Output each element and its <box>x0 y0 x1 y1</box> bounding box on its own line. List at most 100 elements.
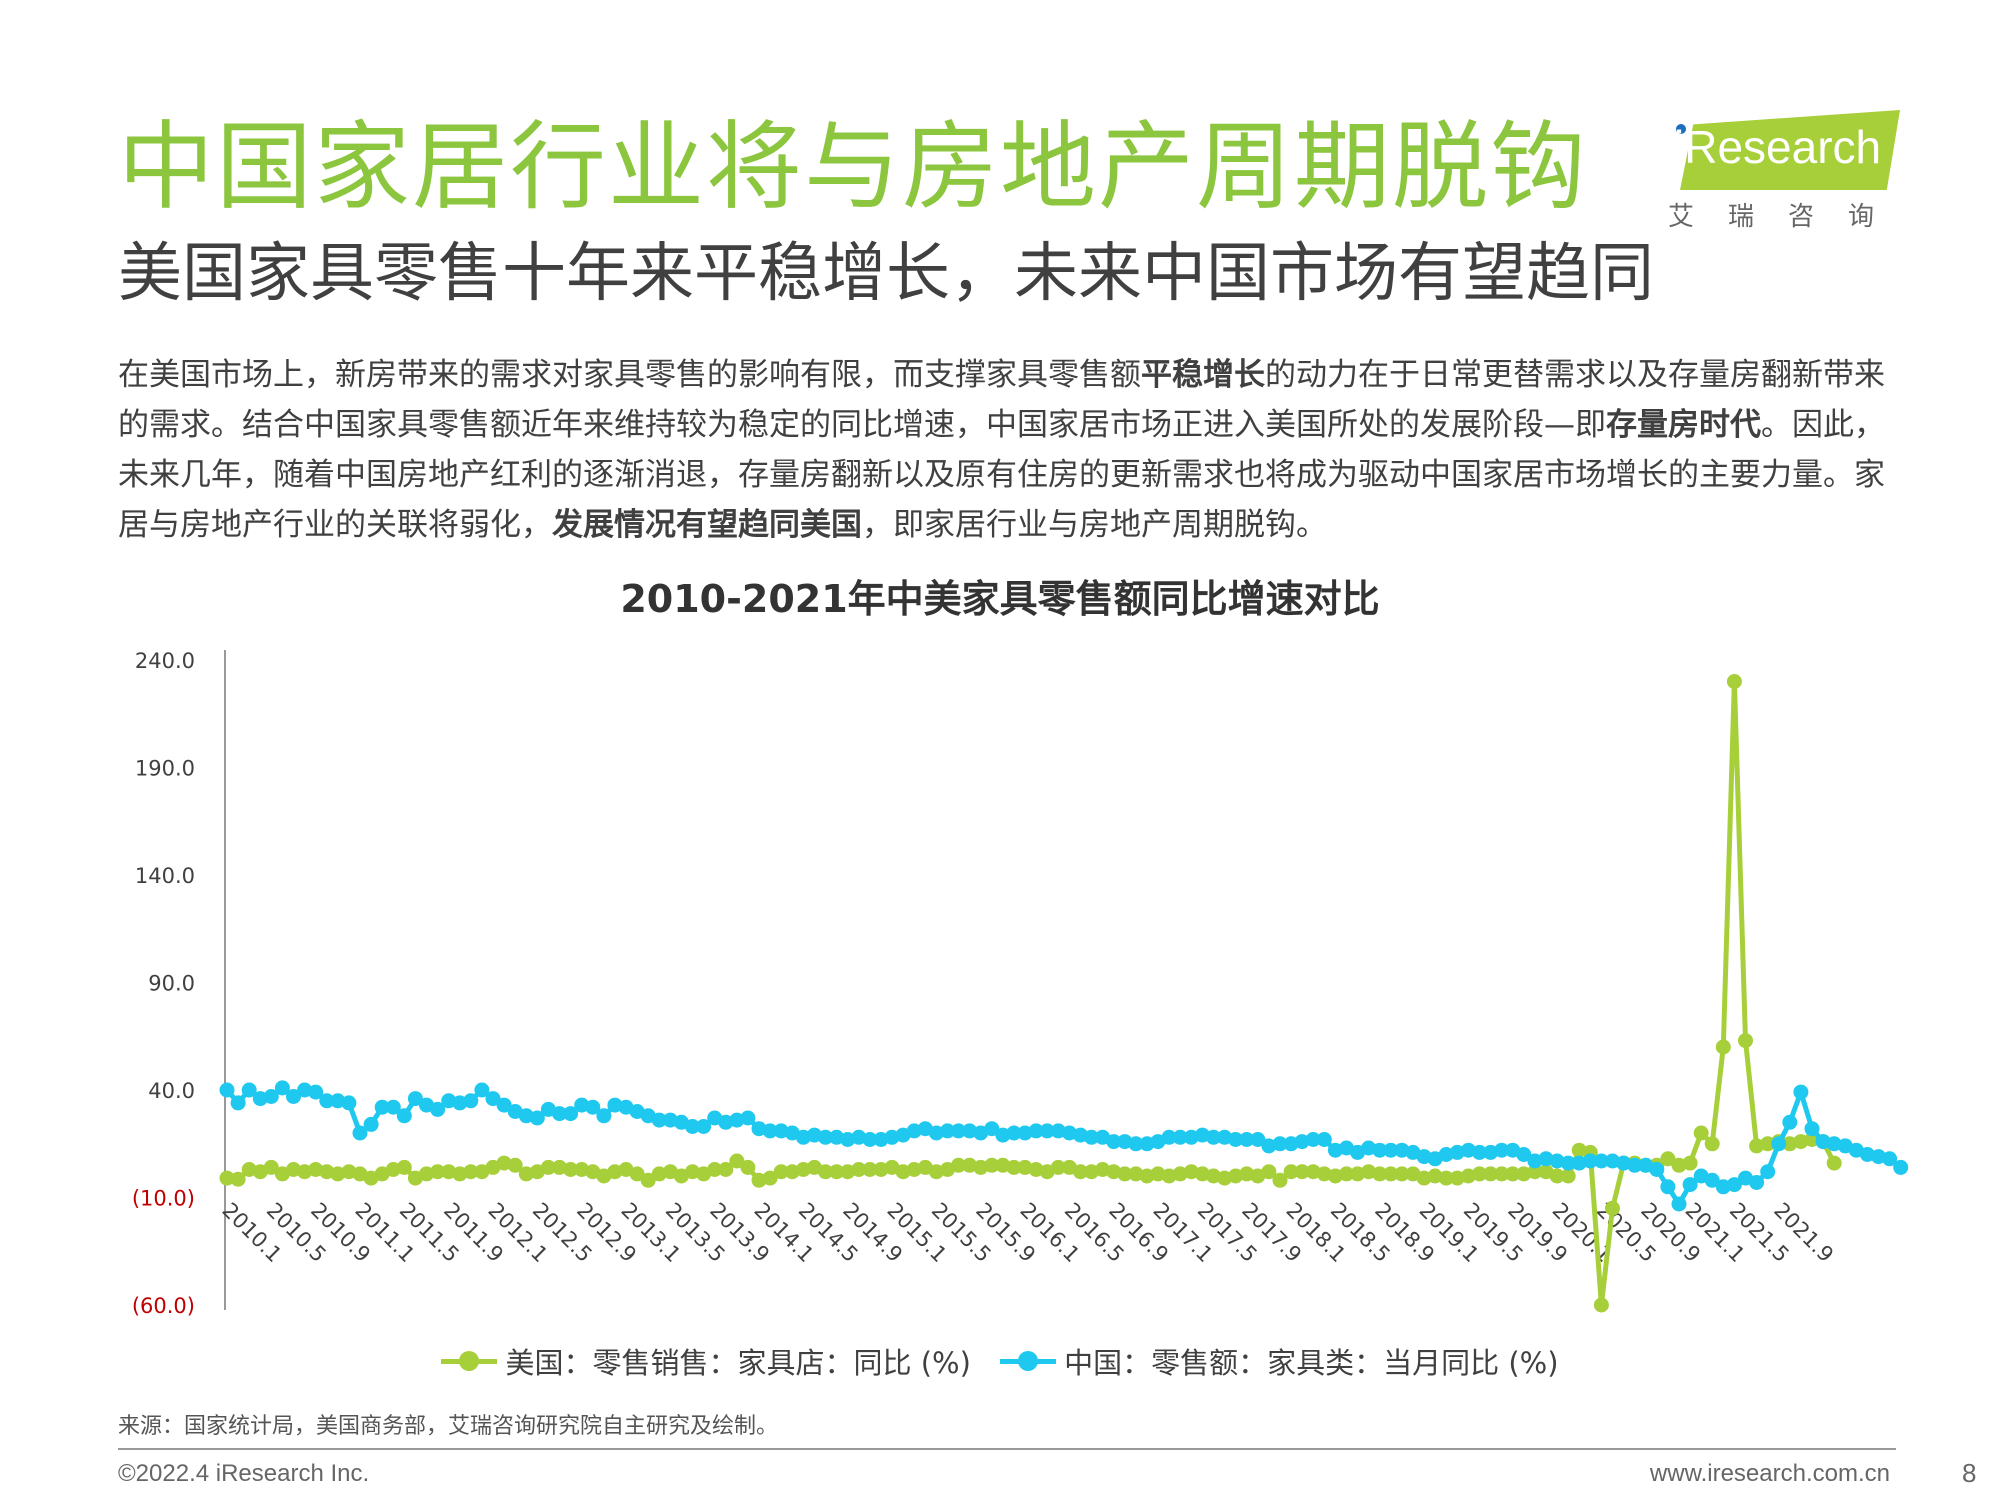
data-point-us <box>1117 1166 1133 1182</box>
data-point-china <box>962 1123 978 1139</box>
data-point-china <box>951 1123 966 1139</box>
data-point-us <box>1682 1155 1698 1171</box>
data-point-china <box>574 1097 590 1113</box>
data-point-us <box>1339 1166 1354 1182</box>
data-point-china <box>297 1082 313 1098</box>
data-point-china <box>1782 1114 1798 1130</box>
data-point-china <box>263 1089 279 1104</box>
data-point-china <box>1660 1179 1676 1195</box>
y-tick-label: 40.0 <box>148 1079 195 1103</box>
legend-label-us: 美国：零售销售：家具店：同比 (%) <box>505 1346 971 1380</box>
y-tick-label: 90.0 <box>148 972 195 996</box>
data-point-us <box>1460 1168 1476 1184</box>
data-point-china <box>1616 1155 1632 1171</box>
data-point-us <box>540 1159 556 1175</box>
data-point-china <box>1538 1151 1554 1167</box>
data-point-us <box>1128 1166 1144 1182</box>
data-point-china <box>1361 1140 1377 1156</box>
data-point-china <box>1649 1162 1665 1177</box>
data-point-china <box>1006 1125 1022 1141</box>
data-point-us <box>928 1164 944 1180</box>
data-point-china <box>1039 1123 1055 1139</box>
data-point-us <box>1161 1168 1177 1184</box>
data-point-china <box>1549 1153 1565 1169</box>
data-point-china <box>352 1125 368 1141</box>
data-point-us <box>1660 1151 1676 1167</box>
data-point-china <box>851 1129 867 1145</box>
data-point-china <box>241 1082 257 1098</box>
data-point-china <box>1017 1125 1033 1141</box>
data-point-us <box>430 1164 446 1180</box>
data-point-us <box>1749 1138 1765 1154</box>
data-point-us <box>1715 1039 1731 1055</box>
data-point-china <box>385 1099 401 1115</box>
data-point-us <box>829 1164 845 1180</box>
logo-badge <box>1680 110 1900 190</box>
data-point-us <box>740 1159 756 1175</box>
data-point-us <box>718 1162 734 1177</box>
data-point-us <box>507 1157 523 1173</box>
legend-swatch-us <box>441 1351 498 1371</box>
source-note: 来源：国家统计局，美国商务部，艾瑞咨询研究院自主研究及绘制。 <box>118 1414 779 1439</box>
data-point-us <box>441 1164 457 1180</box>
data-point-china <box>1483 1144 1499 1160</box>
data-point-us <box>1438 1170 1454 1186</box>
data-point-china <box>1117 1134 1133 1150</box>
data-point-us <box>906 1162 922 1177</box>
data-point-us <box>1272 1172 1288 1188</box>
data-point-china <box>884 1129 900 1145</box>
data-point-china <box>1194 1127 1210 1143</box>
data-point-china <box>740 1110 756 1126</box>
data-point-us <box>1327 1168 1343 1184</box>
data-point-us <box>1095 1162 1111 1177</box>
data-point-us <box>1726 674 1742 689</box>
data-point-china <box>1760 1164 1776 1180</box>
data-point-china <box>1560 1155 1576 1171</box>
data-point-china <box>1106 1134 1122 1150</box>
data-point-us <box>984 1157 1000 1173</box>
data-point-us <box>1571 1142 1587 1158</box>
series-line-china <box>225 1085 1903 1207</box>
data-point-us <box>396 1159 412 1175</box>
data-point-us <box>951 1157 966 1173</box>
data-point-china <box>286 1089 301 1104</box>
data-point-china <box>1327 1142 1343 1158</box>
legend-item-us: 美国：零售销售：家具店：同比 (%) <box>441 1340 971 1382</box>
data-point-us <box>263 1159 279 1175</box>
data-point-us <box>1494 1166 1510 1182</box>
data-point-us <box>308 1162 324 1177</box>
data-point-china <box>396 1108 412 1124</box>
logo-text: iResearch <box>1674 121 1882 173</box>
data-point-china <box>1715 1179 1731 1195</box>
data-point-china <box>1682 1177 1698 1193</box>
data-point-china <box>407 1091 423 1107</box>
data-point-china <box>363 1116 379 1132</box>
data-point-us <box>818 1164 833 1180</box>
data-point-china <box>762 1123 778 1139</box>
data-point-china <box>1859 1147 1875 1162</box>
data-point-us <box>1671 1157 1687 1173</box>
data-point-china <box>1128 1136 1144 1152</box>
data-point-china <box>1571 1155 1587 1171</box>
body-paragraph: 在美国市场上，新房带来的需求对家具零售的影响有限，而支撑家具零售额平稳增长的动力… <box>118 350 1908 550</box>
data-point-china <box>607 1097 623 1113</box>
page-title: 中国家居行业将与房地产周期脱钩 <box>118 111 1588 223</box>
data-point-us <box>973 1159 989 1175</box>
data-point-china <box>1804 1121 1820 1137</box>
data-point-china <box>441 1093 457 1109</box>
data-point-china <box>1250 1132 1266 1147</box>
data-point-us <box>784 1164 800 1180</box>
data-point-china <box>330 1093 346 1109</box>
data-point-china <box>1893 1159 1909 1175</box>
data-point-china <box>928 1125 944 1141</box>
data-point-china <box>1383 1142 1399 1158</box>
data-point-us <box>230 1171 246 1187</box>
data-point-us <box>330 1166 346 1182</box>
website-link[interactable]: www.iresearch.com.cn <box>1649 1460 1890 1487</box>
data-point-china <box>1582 1153 1598 1169</box>
data-point-china <box>1871 1149 1886 1165</box>
page-subtitle: 美国家具零售十年来平稳增长，未来中国市场有望趋同 <box>118 237 1654 311</box>
data-point-china <box>596 1108 612 1124</box>
data-point-us <box>607 1164 623 1180</box>
chart-title: 2010-2021年中美家具零售额同比增速对比 <box>620 577 1380 621</box>
